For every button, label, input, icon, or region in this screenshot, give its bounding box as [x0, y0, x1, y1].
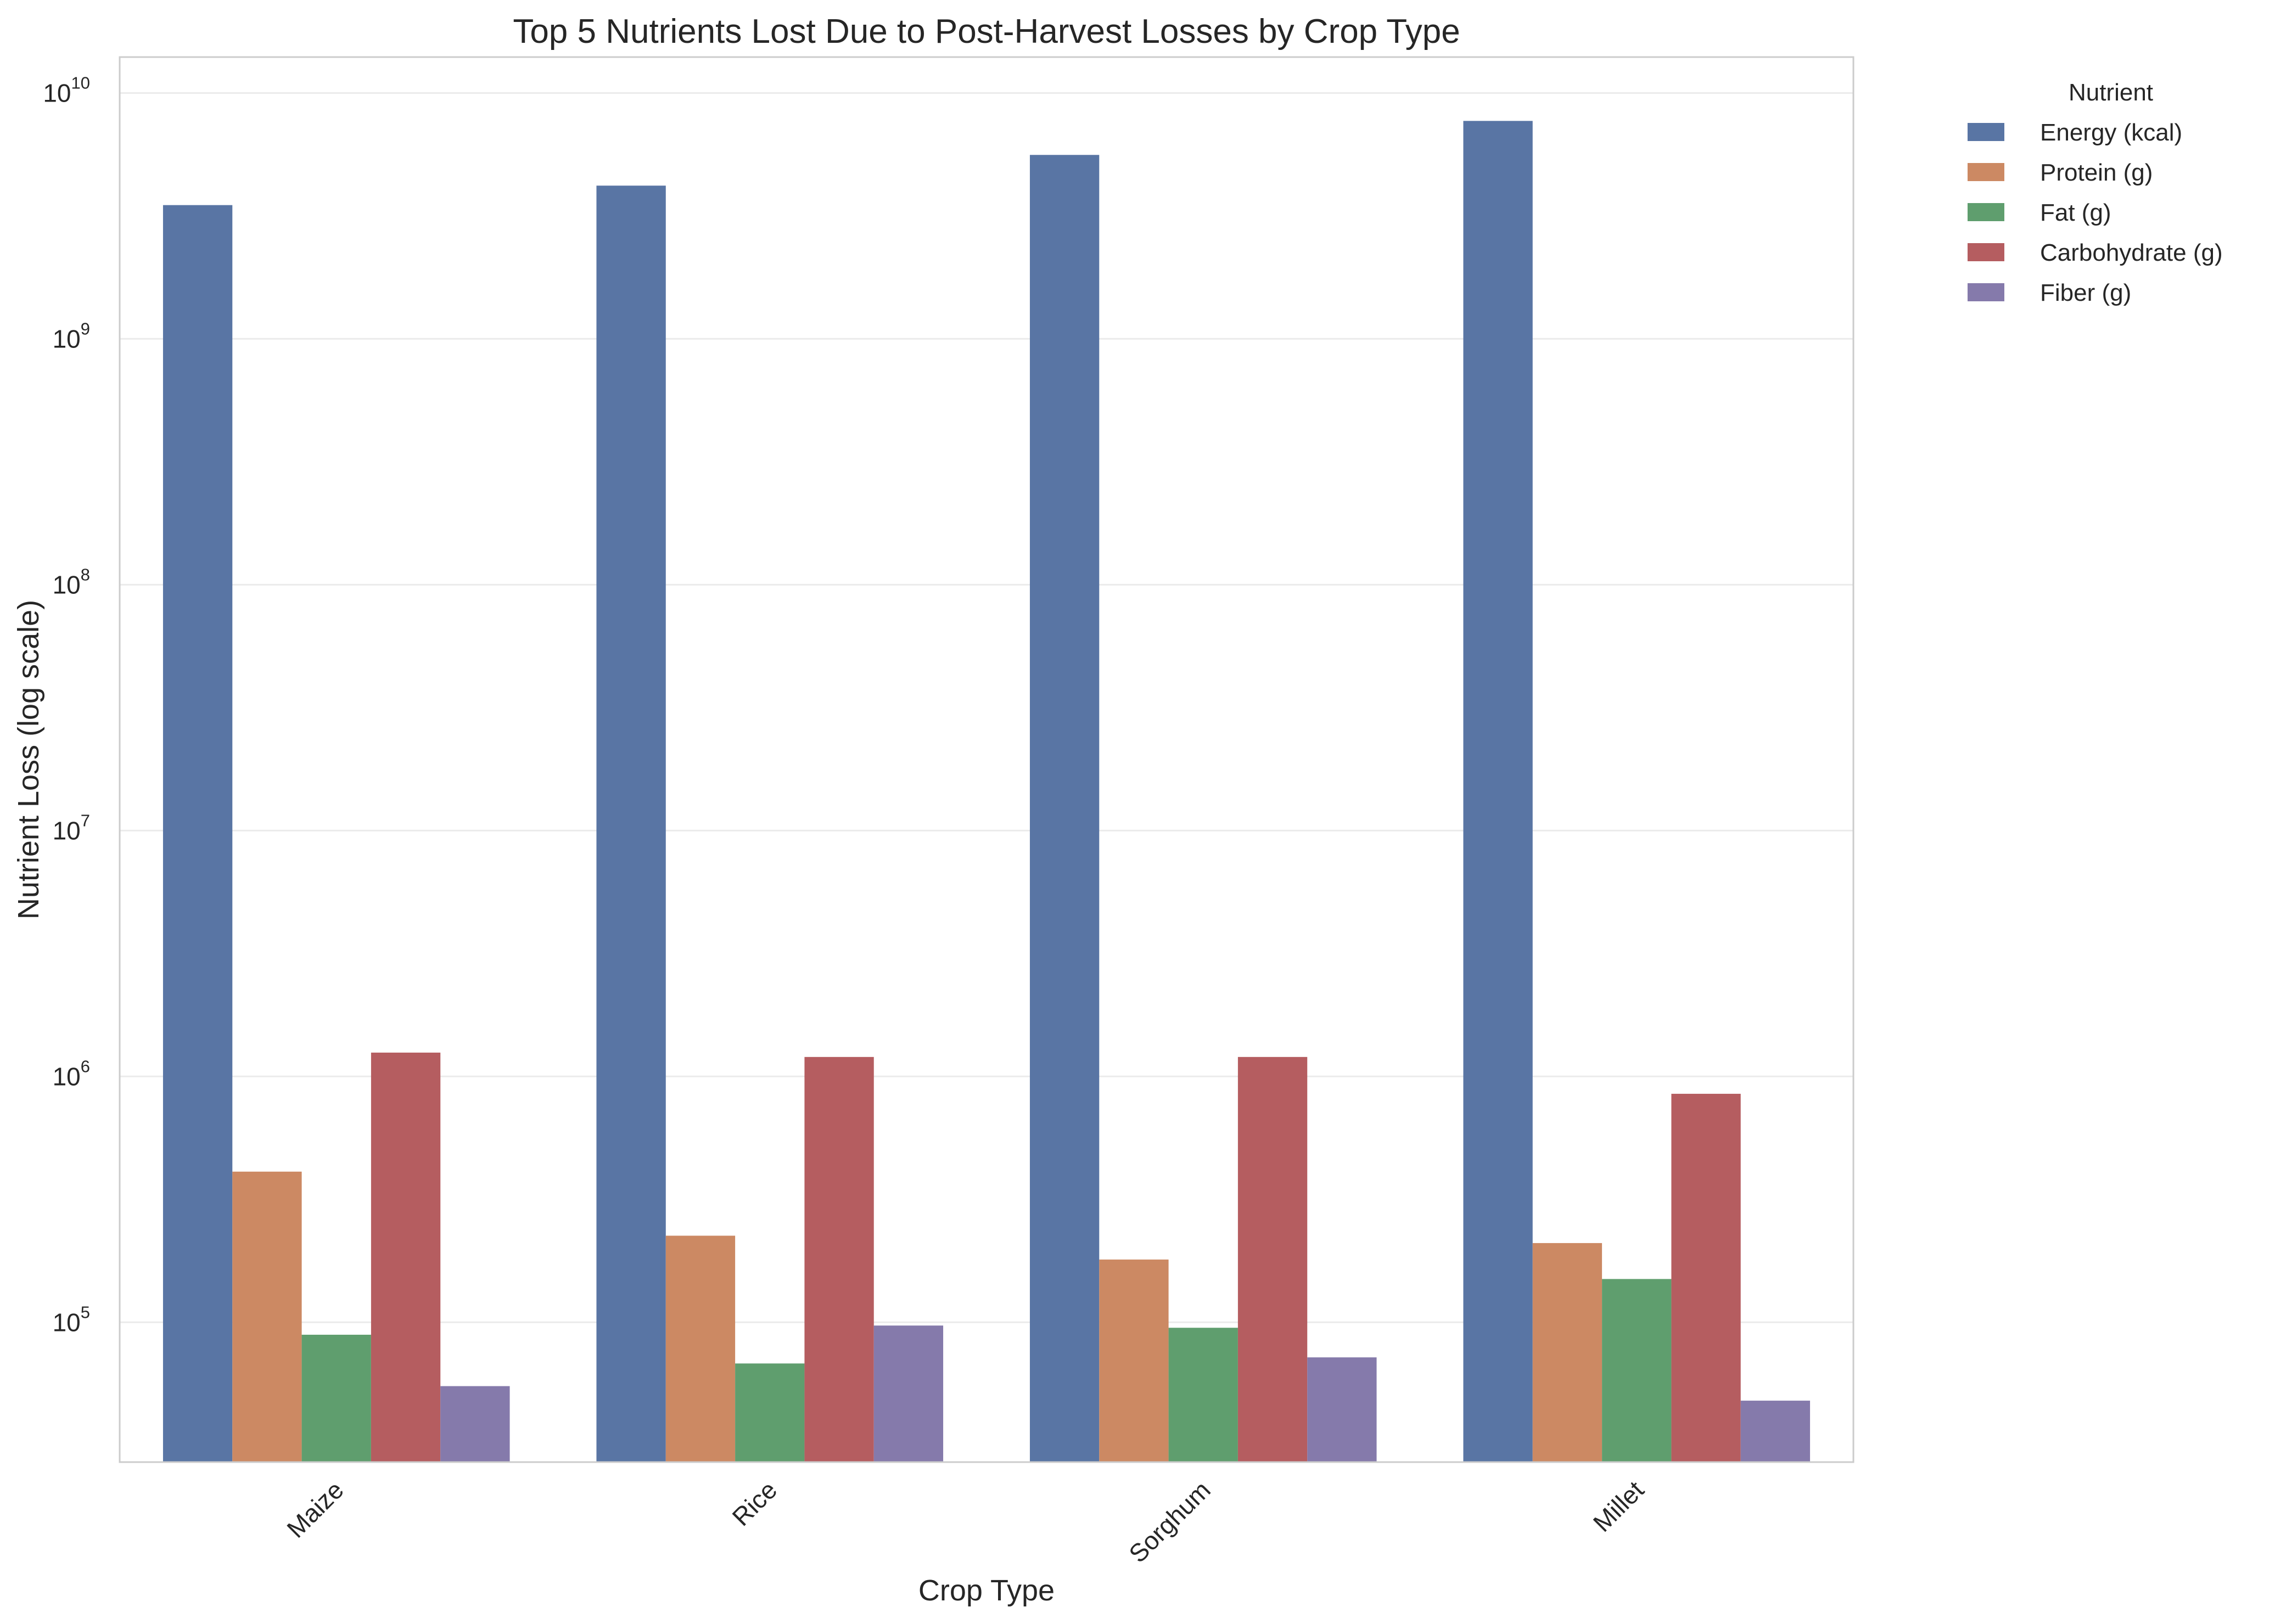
bar-maize-fiber-g	[440, 1386, 510, 1462]
y-tick-exponent: 7	[81, 811, 90, 830]
y-tick-label: 108	[53, 565, 90, 599]
legend-entry-label: Fat (g)	[2040, 199, 2111, 226]
bars-layer	[162, 121, 1811, 1463]
x-axis-label: Crop Type	[918, 1574, 1055, 1607]
legend-swatch	[1968, 123, 2004, 141]
bar-rice-fat-g	[735, 1363, 805, 1462]
y-tick-label: 105	[53, 1302, 90, 1336]
legend-swatch	[1968, 243, 2004, 261]
bar-sorghum-energy-kcal	[1029, 155, 1100, 1462]
bar-sorghum-fat-g	[1168, 1328, 1238, 1462]
legend-swatch	[1968, 203, 2004, 221]
legend-swatch	[1968, 283, 2004, 301]
legend: Nutrient Energy (kcal) Protein (g) Fat (g)…	[1968, 79, 2223, 306]
y-tick-label: 107	[53, 811, 90, 845]
bar-maize-protein-g	[232, 1171, 302, 1462]
legend-entry-label: Fiber (g)	[2040, 279, 2131, 306]
bar-sorghum-fiber-g	[1307, 1357, 1377, 1462]
y-tick-exponent: 8	[81, 565, 90, 584]
y-tick-label: 106	[53, 1057, 90, 1091]
bar-millet-fiber-g	[1740, 1401, 1811, 1462]
bar-millet-carbohydrate-g	[1671, 1093, 1741, 1462]
legend-entry-label: Protein (g)	[2040, 159, 2153, 186]
bar-sorghum-carbohydrate-g	[1237, 1057, 1308, 1462]
bar-millet-protein-g	[1532, 1243, 1602, 1462]
y-tick-base: 10	[53, 324, 81, 353]
bar-rice-energy-kcal	[596, 186, 666, 1463]
y-tick-base: 10	[43, 78, 71, 107]
bar-maize-energy-kcal	[162, 205, 233, 1463]
y-axis-label: Nutrient Loss (log scale)	[12, 600, 45, 919]
y-tick-label: 1010	[43, 73, 90, 107]
y-tick-base: 10	[53, 1062, 81, 1091]
bar-rice-fiber-g	[873, 1325, 944, 1462]
y-tick-exponent: 9	[81, 319, 90, 338]
bar-millet-energy-kcal	[1463, 121, 1533, 1462]
y-tick-exponent: 10	[71, 73, 90, 92]
plot-frame	[119, 56, 1854, 1463]
y-tick-base: 10	[53, 816, 81, 845]
y-tick-exponent: 5	[81, 1302, 90, 1322]
bar-sorghum-protein-g	[1099, 1259, 1169, 1462]
bar-maize-fat-g	[301, 1334, 371, 1462]
legend-title: Nutrient	[2069, 79, 2153, 106]
bar-maize-carbohydrate-g	[371, 1052, 441, 1462]
y-tick-base: 10	[53, 570, 81, 599]
y-tick-label: 109	[53, 319, 90, 353]
legend-entry-label: Energy (kcal)	[2040, 119, 2182, 146]
bar-rice-carbohydrate-g	[804, 1057, 874, 1462]
legend-swatch	[1968, 163, 2004, 181]
y-tick-base: 10	[53, 1308, 81, 1336]
legend-entry-label: Carbohydrate (g)	[2040, 239, 2223, 266]
chart-title: Top 5 Nutrients Lost Due to Post-Harvest…	[513, 13, 1460, 50]
bar-rice-protein-g	[665, 1235, 736, 1462]
bar-millet-fat-g	[1602, 1279, 1672, 1462]
y-tick-exponent: 6	[81, 1057, 90, 1076]
